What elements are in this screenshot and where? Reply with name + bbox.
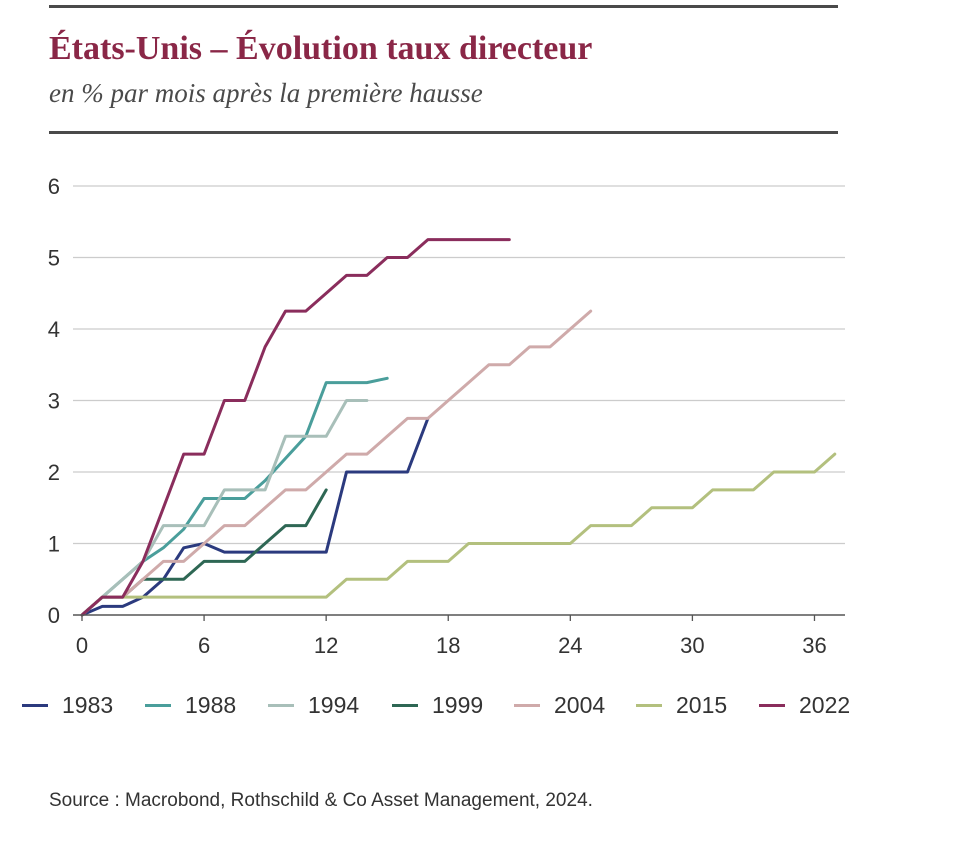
source-note: Source : Macrobond, Rothschild & Co Asse…: [49, 790, 593, 811]
legend-item-1983: 1983: [22, 692, 113, 719]
legend-label: 1983: [62, 692, 114, 718]
y-tick-label: 5: [48, 246, 60, 271]
series-line-2004: [80, 309, 593, 617]
legend-item-1999: 1999: [392, 692, 483, 719]
x-tick-label: 6: [198, 633, 210, 658]
legend-swatch: [22, 704, 48, 707]
legend-item-2015: 2015: [636, 692, 727, 719]
legend-item-1988: 1988: [145, 692, 236, 719]
y-tick-label: 3: [48, 389, 60, 414]
legend-swatch: [392, 704, 418, 707]
x-tick-label: 30: [680, 633, 704, 658]
legend-item-2004: 2004: [514, 692, 605, 719]
series-line-2022: [80, 238, 511, 617]
y-tick-label: 4: [48, 317, 60, 342]
series-line-1994: [80, 399, 369, 617]
grid-layer: [73, 185, 845, 545]
y-tick-label: 1: [48, 532, 60, 557]
chart-legend: 1983 1988 1994 1999 2004 2015 2022: [0, 692, 966, 732]
y-tick-label: 0: [48, 603, 60, 628]
x-tick-label: 0: [76, 633, 88, 658]
x-tick-label: 12: [314, 633, 338, 658]
y-tick-label: 6: [48, 174, 60, 199]
legend-label: 2015: [676, 692, 728, 718]
legend-swatch: [145, 704, 171, 707]
legend-swatch: [636, 704, 662, 707]
top-rule: [49, 5, 838, 8]
legend-label: 2004: [554, 692, 606, 718]
x-tick-label: 18: [436, 633, 460, 658]
legend-swatch: [514, 704, 540, 707]
legend-swatch: [268, 704, 294, 707]
chart-title: États-Unis – Évolution taux directeur: [49, 30, 593, 67]
legend-swatch: [759, 704, 785, 707]
chart-subtitle: en % par mois après la première hausse: [49, 78, 483, 108]
legend-label: 2022: [799, 692, 851, 718]
legend-label: 1994: [308, 692, 360, 718]
series-layer: [80, 238, 837, 617]
header-rule: [49, 131, 838, 134]
x-tick-label: 24: [558, 633, 582, 658]
legend-label: 1988: [185, 692, 237, 718]
legend-item-2022: 2022: [759, 692, 850, 719]
legend-label: 1999: [432, 692, 484, 718]
x-tick-label: 36: [802, 633, 826, 658]
series-line-2015: [80, 452, 837, 617]
legend-item-1994: 1994: [268, 692, 359, 719]
y-tick-label: 2: [48, 460, 60, 485]
